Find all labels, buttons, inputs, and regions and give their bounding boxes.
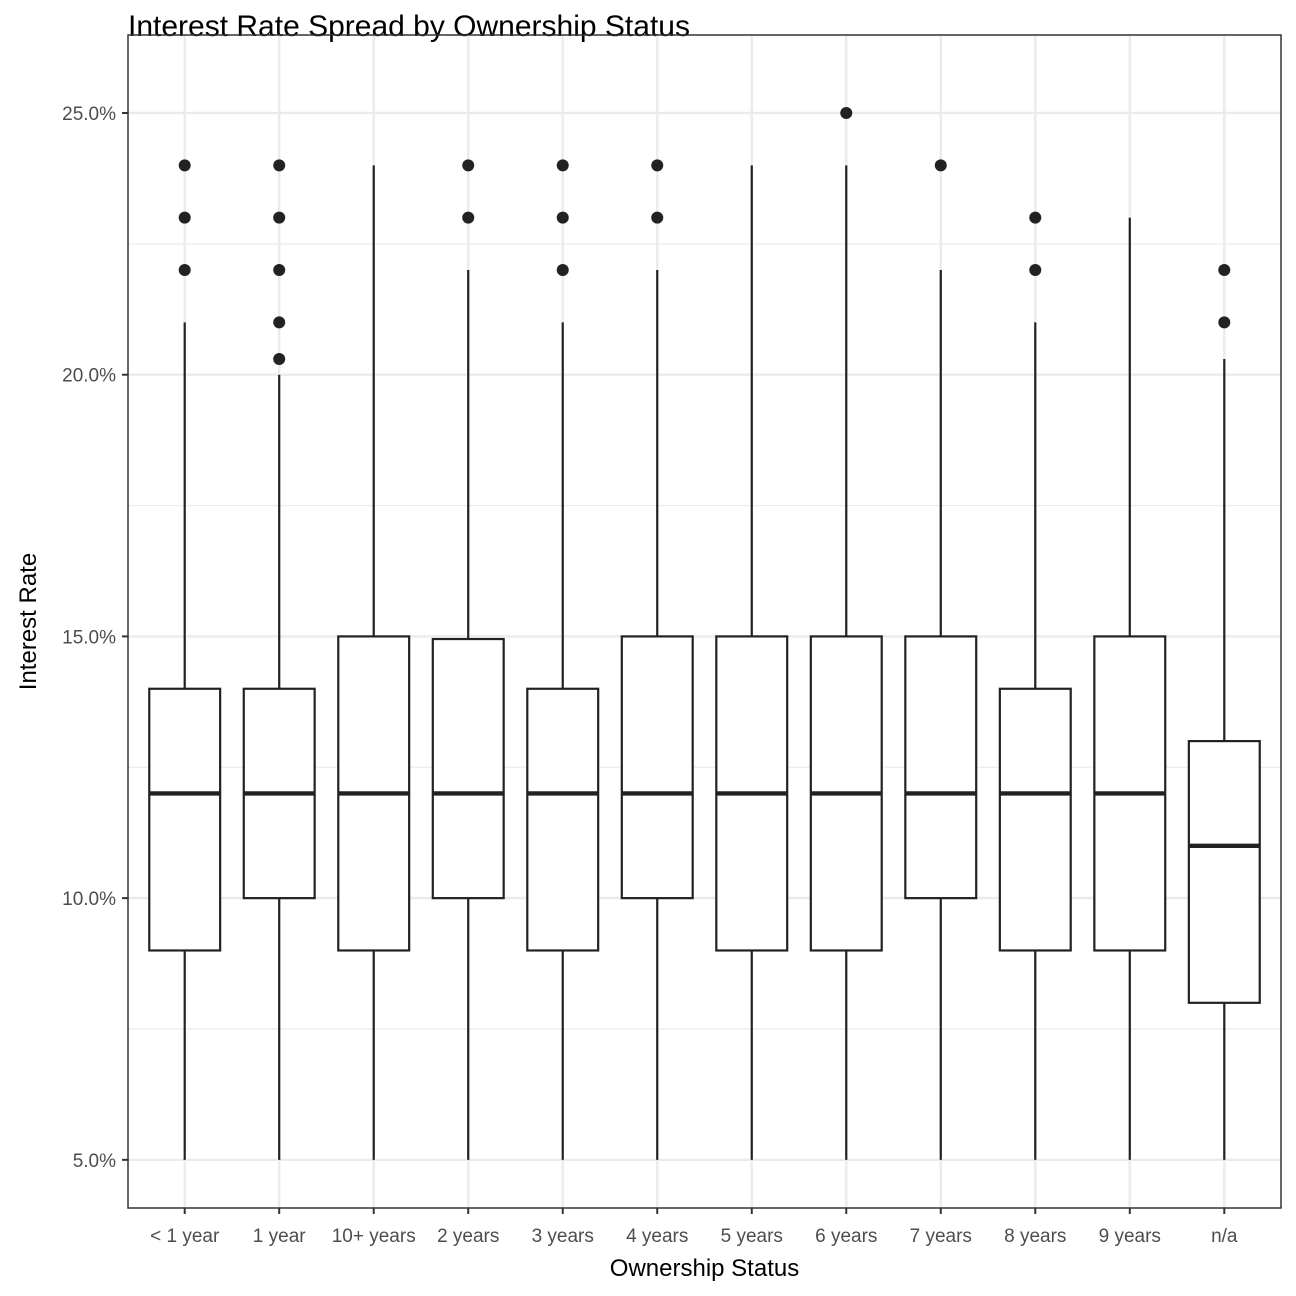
y-tick-label: 10.0%	[62, 889, 116, 910]
box-2	[337, 165, 411, 1160]
outlier-point	[651, 159, 664, 172]
box-6	[715, 165, 789, 1160]
outlier-point	[273, 211, 286, 224]
outlier-point	[273, 264, 286, 277]
box-0	[148, 159, 222, 1160]
box-3	[431, 159, 505, 1160]
outlier-point	[840, 106, 853, 119]
box-5	[620, 159, 694, 1160]
box-10	[1093, 217, 1167, 1160]
x-tick-label: 3 years	[532, 1226, 594, 1247]
outlier-point	[462, 159, 475, 172]
outlier-point	[1218, 264, 1231, 277]
x-tick-label: 2 years	[437, 1226, 499, 1247]
outlier-point	[556, 211, 569, 224]
outlier-point	[178, 159, 191, 172]
outlier-point	[651, 211, 664, 224]
box	[998, 687, 1072, 952]
outlier-point	[178, 264, 191, 277]
box-9	[998, 211, 1072, 1160]
panel-border	[127, 34, 1282, 1209]
box	[148, 687, 222, 952]
y-tick-label: 5.0%	[73, 1151, 116, 1172]
outlier-point	[556, 264, 569, 277]
box-8	[904, 159, 978, 1160]
box	[1187, 740, 1261, 1004]
box	[904, 635, 978, 900]
y-axis-label: Interest Rate	[15, 553, 42, 690]
x-tick-label: 6 years	[815, 1226, 877, 1247]
chart-title: Interest Rate Spread by Ownership Status	[128, 10, 690, 43]
box-1	[242, 159, 316, 1160]
box	[526, 687, 600, 952]
box-4	[526, 159, 600, 1160]
x-tick-label: n/a	[1211, 1226, 1238, 1247]
x-tick-label: 4 years	[626, 1226, 688, 1247]
x-tick-label: 10+ years	[332, 1226, 416, 1247]
box	[431, 637, 505, 900]
x-axis-label: Ownership Status	[610, 1255, 799, 1282]
outlier-point	[1029, 211, 1042, 224]
y-tick-label: 15.0%	[62, 627, 116, 648]
outlier-point	[1218, 316, 1231, 329]
box	[620, 635, 694, 900]
outlier-point	[273, 353, 286, 366]
outlier-point	[934, 159, 947, 172]
x-tick-label: 9 years	[1099, 1226, 1161, 1247]
outlier-point	[462, 211, 475, 224]
outlier-point	[178, 211, 191, 224]
outlier-point	[273, 159, 286, 172]
x-tick-label: 7 years	[910, 1226, 972, 1247]
outlier-point	[273, 316, 286, 329]
x-tick-label: 8 years	[1004, 1226, 1066, 1247]
outlier-point	[556, 159, 569, 172]
x-tick-label: < 1 year	[150, 1226, 220, 1247]
x-tick-label: 5 years	[721, 1226, 783, 1247]
outlier-point	[1029, 264, 1042, 277]
y-tick-label: 25.0%	[62, 104, 116, 125]
x-tick-label: 1 year	[253, 1226, 306, 1247]
box-11	[1187, 264, 1261, 1160]
box-7	[809, 106, 883, 1160]
y-tick-label: 20.0%	[62, 366, 116, 387]
